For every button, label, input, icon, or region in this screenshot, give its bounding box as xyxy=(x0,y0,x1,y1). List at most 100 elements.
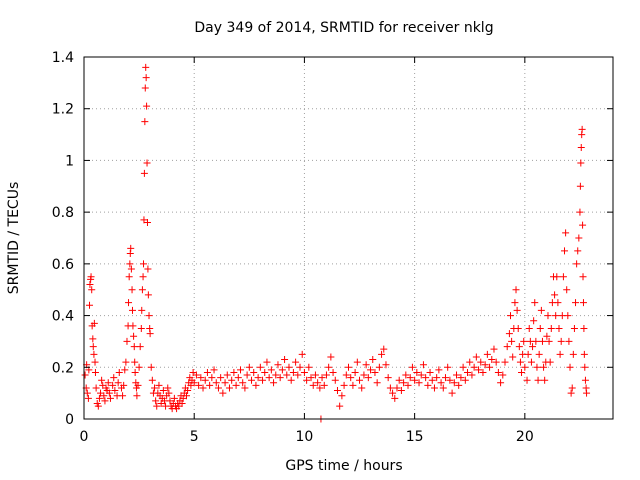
data-point xyxy=(408,363,416,371)
data-point xyxy=(212,379,220,387)
data-point xyxy=(369,356,377,364)
data-point xyxy=(492,358,500,366)
data-point xyxy=(524,350,532,358)
data-point xyxy=(95,394,103,402)
data-point xyxy=(250,368,258,376)
data-point xyxy=(340,381,348,389)
plot-frame xyxy=(83,56,614,420)
data-point xyxy=(552,312,560,320)
data-point xyxy=(503,343,511,351)
data-point xyxy=(351,368,359,376)
data-point xyxy=(155,381,163,389)
y-tick-label: 1 xyxy=(65,153,74,169)
data-point xyxy=(119,392,127,400)
data-point xyxy=(464,368,472,376)
data-point xyxy=(134,381,142,389)
data-point xyxy=(114,379,122,387)
data-point xyxy=(457,374,465,382)
y-tick-label: 0 xyxy=(65,412,74,428)
data-point xyxy=(296,363,304,371)
data-point xyxy=(254,374,262,382)
data-point xyxy=(278,366,286,374)
data-point xyxy=(569,350,577,358)
data-point xyxy=(553,273,561,281)
data-point xyxy=(538,337,546,345)
data-point xyxy=(101,397,109,405)
data-point xyxy=(131,368,139,376)
data-point xyxy=(511,299,519,307)
data-point xyxy=(455,381,463,389)
data-point xyxy=(123,337,131,345)
data-point xyxy=(305,363,313,371)
data-point xyxy=(342,371,350,379)
data-point xyxy=(146,330,154,338)
data-point xyxy=(236,366,244,374)
data-point xyxy=(111,387,119,395)
data-point xyxy=(94,402,102,410)
data-point xyxy=(389,389,397,397)
data-point xyxy=(241,384,249,392)
data-point xyxy=(217,374,225,382)
data-point xyxy=(494,368,502,376)
data-point xyxy=(281,356,289,364)
data-point xyxy=(276,374,284,382)
data-point xyxy=(367,366,375,374)
data-point xyxy=(136,343,144,351)
data-point xyxy=(122,358,130,366)
data-point xyxy=(98,376,106,384)
data-point xyxy=(426,368,434,376)
data-point xyxy=(567,389,575,397)
y-tick-label: 0.6 xyxy=(52,257,74,273)
data-point xyxy=(345,363,352,371)
data-point xyxy=(219,389,227,397)
data-point xyxy=(521,363,529,371)
data-point xyxy=(347,374,355,382)
y-tick-label: 0.2 xyxy=(52,360,74,376)
data-point xyxy=(256,363,264,371)
data-point xyxy=(145,312,153,320)
data-point xyxy=(546,358,554,366)
data-point xyxy=(577,159,585,167)
data-point xyxy=(153,402,161,410)
data-point xyxy=(530,317,538,325)
data-point xyxy=(527,358,535,366)
data-point xyxy=(461,376,469,384)
data-point xyxy=(430,384,438,392)
data-point xyxy=(338,392,346,400)
data-point xyxy=(382,361,390,369)
data-point xyxy=(199,384,207,392)
data-point xyxy=(292,358,300,366)
data-point xyxy=(140,169,148,177)
data-point xyxy=(195,381,203,389)
data-point xyxy=(486,363,494,371)
data-point xyxy=(514,325,522,332)
data-point xyxy=(505,330,513,338)
data-point xyxy=(201,376,209,384)
data-point xyxy=(579,221,587,229)
data-point xyxy=(490,345,498,353)
data-point xyxy=(572,299,580,307)
data-point xyxy=(261,368,269,376)
data-point xyxy=(535,350,543,358)
data-point xyxy=(143,102,151,110)
data-point xyxy=(232,381,240,389)
data-point xyxy=(87,273,95,281)
data-point xyxy=(529,343,537,351)
data-point xyxy=(353,358,361,366)
data-point xyxy=(532,337,540,345)
data-point xyxy=(89,335,97,343)
data-point xyxy=(574,247,582,255)
data-point xyxy=(137,325,145,332)
data-point xyxy=(307,374,315,382)
data-point xyxy=(221,379,229,387)
data-point xyxy=(287,376,295,384)
data-point xyxy=(165,389,173,397)
data-point xyxy=(331,376,339,384)
data-point xyxy=(563,286,571,294)
data-point xyxy=(566,363,574,371)
x-tick-label: 0 xyxy=(80,429,89,445)
data-point xyxy=(148,376,156,384)
data-point xyxy=(525,325,533,332)
data-point xyxy=(518,368,526,376)
data-point xyxy=(386,384,394,392)
